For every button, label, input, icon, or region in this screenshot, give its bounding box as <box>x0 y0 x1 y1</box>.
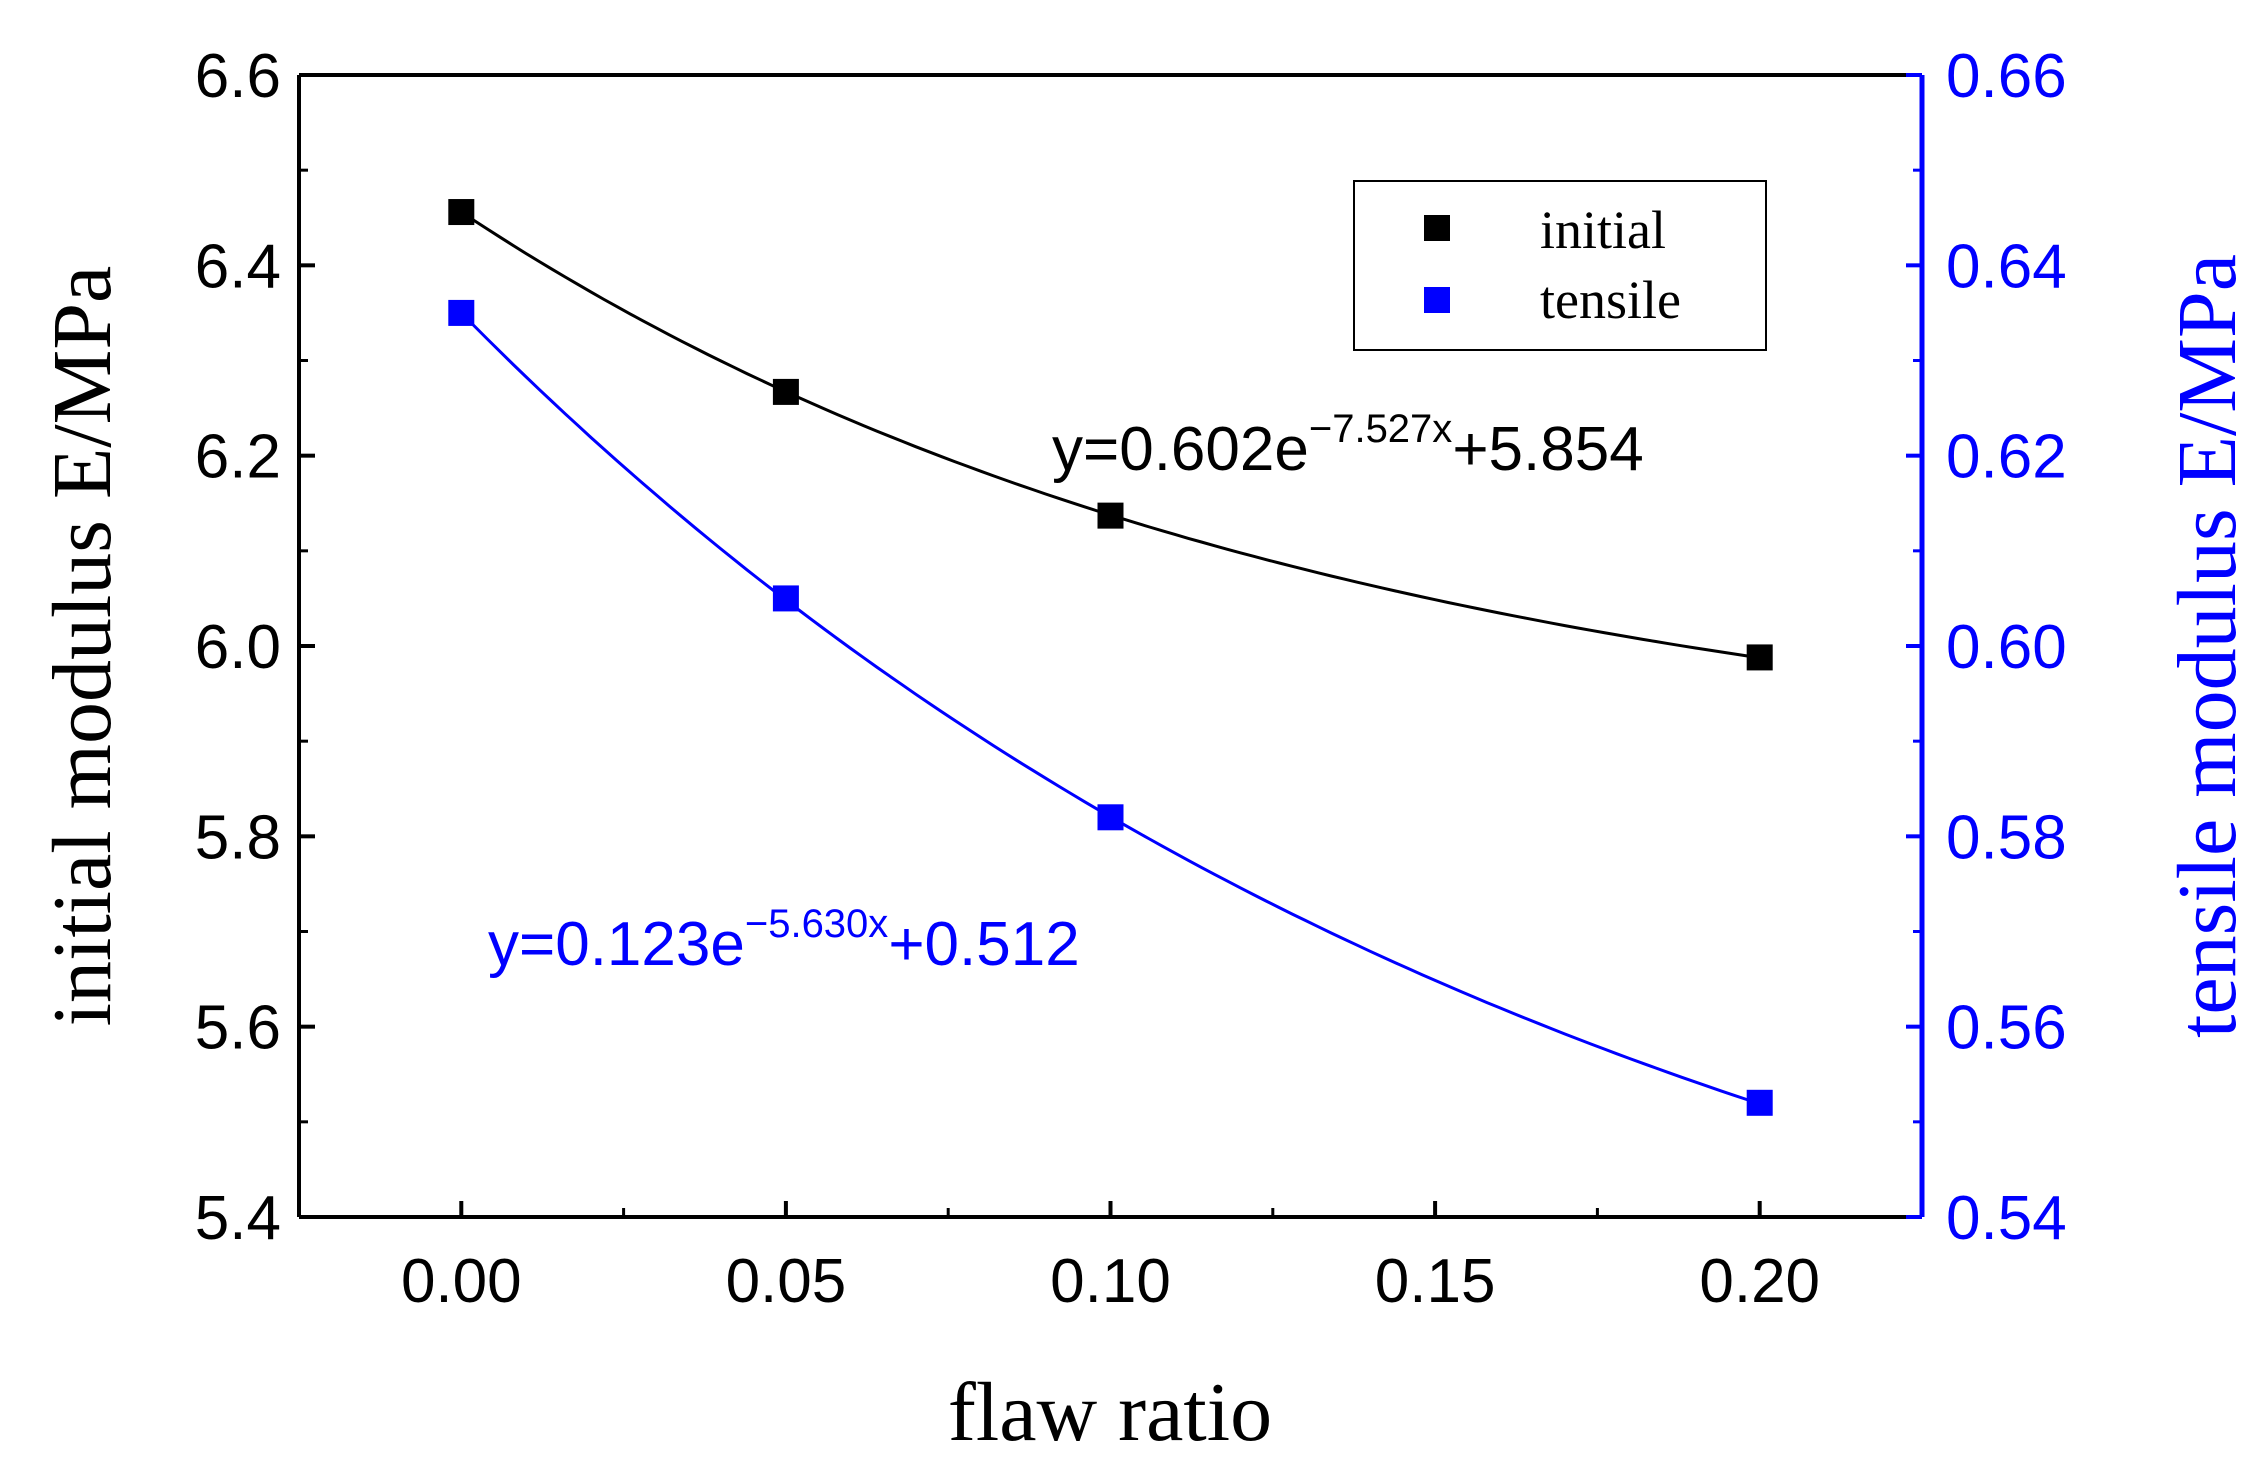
x-tick-label: 0.10 <box>1050 1247 1171 1316</box>
y-left-axis-title: initial modulus E/MPa <box>36 266 129 1027</box>
y-left-tick-label: 6.4 <box>195 232 281 301</box>
marks <box>448 199 1773 1116</box>
y-right-tick-label: 0.56 <box>1946 994 2067 1063</box>
y-right-tick-label: 0.54 <box>1946 1184 2067 1253</box>
data-point-initial <box>448 199 475 226</box>
x-tick-label: 0.20 <box>1699 1247 1820 1316</box>
data-point-initial <box>1746 644 1773 671</box>
y-right-tick-label: 0.60 <box>1946 613 2067 682</box>
legend-marker-tensile <box>1424 287 1450 313</box>
y-right-tick-label: 0.62 <box>1946 423 2067 492</box>
legend: initial tensile <box>1353 180 1767 351</box>
y-left-tick-label: 6.6 <box>195 42 281 111</box>
y-left-tick-label: 5.6 <box>195 994 281 1063</box>
y-left-tick-label: 6.0 <box>195 613 281 682</box>
data-point-tensile <box>772 585 799 612</box>
fit-equation-initial: y=0.602e−7.527x+5.854 <box>1052 407 1644 484</box>
data-point-tensile <box>448 299 475 326</box>
y-right-tick-label: 0.58 <box>1946 803 2067 872</box>
legend-label-initial: initial <box>1540 200 1666 260</box>
fit-equation-tensile: y=0.123e−5.630x+0.512 <box>488 902 1080 979</box>
y-left-tick-label: 5.4 <box>195 1184 281 1253</box>
axes: 0.00 0.05 0.10 0.15 0.20 5.4 5.6 5.8 6.0 6.2 6.4 6.… <box>195 42 2067 1316</box>
y-left-tick-label: 5.8 <box>195 803 281 872</box>
x-tick-label: 0.00 <box>401 1247 522 1316</box>
y-left-tick-label: 6.2 <box>195 423 281 492</box>
legend-label-tensile: tensile <box>1540 270 1681 330</box>
y-right-axis-title: tensile modulus E/MPa <box>2161 254 2254 1038</box>
y-right-tick-label: 0.64 <box>1946 232 2067 301</box>
legend-box <box>1353 180 1767 351</box>
data-point-tensile <box>1746 1089 1773 1116</box>
y-right-tick-label: 0.66 <box>1946 42 2067 111</box>
legend-marker-initial <box>1424 215 1450 241</box>
data-point-initial <box>772 378 799 405</box>
data-point-initial <box>1097 502 1124 529</box>
x-tick-label: 0.05 <box>726 1247 847 1316</box>
data-point-tensile <box>1097 804 1124 831</box>
x-tick-label: 0.15 <box>1375 1247 1496 1316</box>
x-axis-title: flaw ratio <box>948 1366 1272 1459</box>
